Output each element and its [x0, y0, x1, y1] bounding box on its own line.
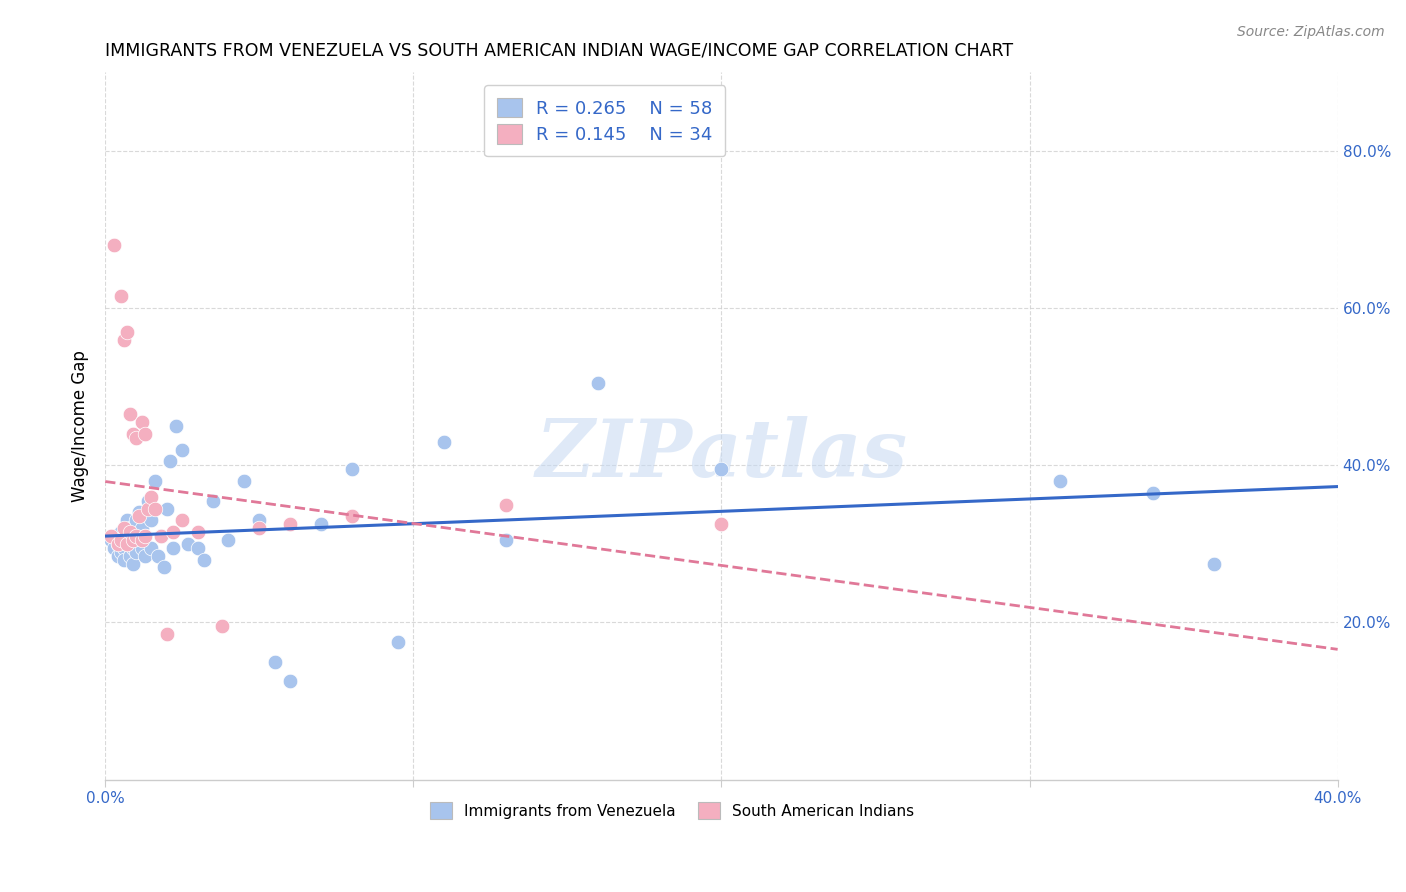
- Point: [134, 529, 156, 543]
- Point: [131, 415, 153, 429]
- Point: [125, 431, 148, 445]
- Point: [586, 376, 609, 390]
- Point: [128, 509, 150, 524]
- Point: [103, 541, 125, 555]
- Point: [112, 541, 135, 555]
- Point: [115, 325, 138, 339]
- Point: [131, 541, 153, 555]
- Point: [495, 533, 517, 547]
- Point: [134, 529, 156, 543]
- Point: [710, 462, 733, 476]
- Point: [193, 552, 215, 566]
- Point: [110, 545, 132, 559]
- Point: [118, 525, 141, 540]
- Point: [1049, 474, 1071, 488]
- Point: [118, 407, 141, 421]
- Point: [115, 529, 138, 543]
- Point: [162, 541, 184, 555]
- Point: [115, 513, 138, 527]
- Text: ZIPatlas: ZIPatlas: [536, 416, 907, 493]
- Legend: Immigrants from Venezuela, South American Indians: Immigrants from Venezuela, South America…: [425, 797, 920, 825]
- Point: [115, 537, 138, 551]
- Point: [110, 533, 132, 547]
- Point: [128, 533, 150, 547]
- Point: [340, 462, 363, 476]
- Point: [103, 529, 125, 543]
- Point: [387, 635, 409, 649]
- Point: [433, 434, 456, 449]
- Point: [131, 533, 153, 547]
- Point: [115, 537, 138, 551]
- Point: [149, 529, 172, 543]
- Point: [125, 513, 148, 527]
- Point: [141, 541, 163, 555]
- Point: [141, 513, 163, 527]
- Point: [122, 525, 145, 540]
- Point: [138, 493, 160, 508]
- Point: [152, 560, 174, 574]
- Point: [125, 529, 148, 543]
- Point: [309, 517, 332, 532]
- Point: [118, 549, 141, 563]
- Point: [211, 619, 233, 633]
- Point: [232, 474, 254, 488]
- Point: [107, 537, 129, 551]
- Point: [156, 501, 179, 516]
- Point: [278, 674, 301, 689]
- Point: [495, 498, 517, 512]
- Point: [112, 521, 135, 535]
- Point: [165, 419, 187, 434]
- Point: [131, 521, 153, 535]
- Point: [143, 474, 166, 488]
- Point: [125, 537, 148, 551]
- Point: [247, 521, 270, 535]
- Point: [159, 454, 181, 468]
- Point: [187, 525, 209, 540]
- Point: [141, 490, 163, 504]
- Point: [112, 333, 135, 347]
- Point: [134, 549, 156, 563]
- Point: [122, 557, 145, 571]
- Point: [162, 525, 184, 540]
- Point: [172, 442, 194, 457]
- Point: [122, 426, 145, 441]
- Point: [340, 509, 363, 524]
- Point: [187, 541, 209, 555]
- Point: [103, 238, 125, 252]
- Point: [110, 525, 132, 540]
- Point: [710, 517, 733, 532]
- Point: [202, 493, 225, 508]
- Point: [149, 529, 172, 543]
- Point: [107, 537, 129, 551]
- Point: [146, 549, 169, 563]
- Point: [217, 533, 239, 547]
- Point: [278, 517, 301, 532]
- Point: [1142, 485, 1164, 500]
- Point: [172, 513, 194, 527]
- Point: [122, 541, 145, 555]
- Point: [125, 545, 148, 559]
- Point: [263, 655, 285, 669]
- Point: [112, 552, 135, 566]
- Point: [110, 289, 132, 303]
- Point: [118, 521, 141, 535]
- Point: [128, 505, 150, 519]
- Text: IMMIGRANTS FROM VENEZUELA VS SOUTH AMERICAN INDIAN WAGE/INCOME GAP CORRELATION C: IMMIGRANTS FROM VENEZUELA VS SOUTH AMERI…: [105, 42, 1014, 60]
- Point: [1204, 557, 1226, 571]
- Point: [177, 537, 200, 551]
- Point: [156, 627, 179, 641]
- Point: [122, 533, 145, 547]
- Y-axis label: Wage/Income Gap: Wage/Income Gap: [72, 350, 89, 502]
- Point: [100, 533, 122, 547]
- Point: [134, 426, 156, 441]
- Text: Source: ZipAtlas.com: Source: ZipAtlas.com: [1237, 25, 1385, 39]
- Point: [107, 549, 129, 563]
- Point: [138, 501, 160, 516]
- Point: [247, 513, 270, 527]
- Point: [100, 529, 122, 543]
- Point: [112, 533, 135, 547]
- Point: [143, 501, 166, 516]
